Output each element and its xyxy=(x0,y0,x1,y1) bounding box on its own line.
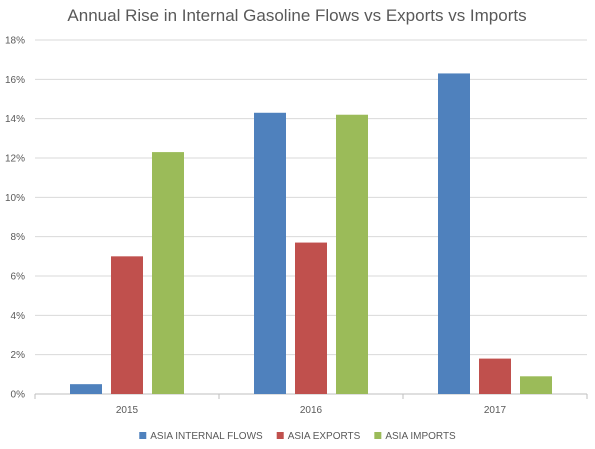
bar xyxy=(438,73,470,394)
bar xyxy=(520,376,552,394)
y-tick-label: 4% xyxy=(11,311,26,322)
y-tick-label: 14% xyxy=(5,114,25,125)
bar xyxy=(152,152,184,394)
y-tick-label: 6% xyxy=(11,272,26,283)
bar xyxy=(254,112,286,395)
y-tick-label: 10% xyxy=(5,193,25,204)
y-tick-label: 2% xyxy=(11,350,26,361)
y-tick-label: 12% xyxy=(5,154,25,165)
legend-label: ASIA EXPORTS xyxy=(288,431,361,442)
y-tick-label: 16% xyxy=(5,75,25,86)
legend-swatch xyxy=(276,432,284,439)
bar xyxy=(336,114,368,394)
legend-label: ASIA IMPORTS xyxy=(385,431,456,442)
x-tick-label: 2017 xyxy=(484,405,507,416)
y-tick-label: 18% xyxy=(5,36,25,47)
legend-swatch xyxy=(374,432,382,439)
x-tick-label: 2016 xyxy=(300,405,323,416)
y-tick-label: 0% xyxy=(11,390,26,401)
chart-title: Annual Rise in Internal Gasoline Flows v… xyxy=(67,6,526,25)
legend-label: ASIA INTERNAL FLOWS xyxy=(150,431,263,442)
bar xyxy=(70,384,102,394)
legend: ASIA INTERNAL FLOWS ASIA EXPORTS ASIA IMPO… xyxy=(139,431,456,442)
y-axis: 0% 2% 4% 6% 8% 10% 12% 14% 16% 18% xyxy=(5,36,25,401)
bar xyxy=(479,358,511,394)
bar xyxy=(111,256,143,394)
x-axis: 2015 2016 2017 xyxy=(116,405,507,416)
y-tick-label: 8% xyxy=(11,232,26,243)
bars xyxy=(70,73,552,395)
x-tick-label: 2015 xyxy=(116,405,139,416)
legend-swatch xyxy=(139,432,147,439)
bar xyxy=(295,242,327,394)
